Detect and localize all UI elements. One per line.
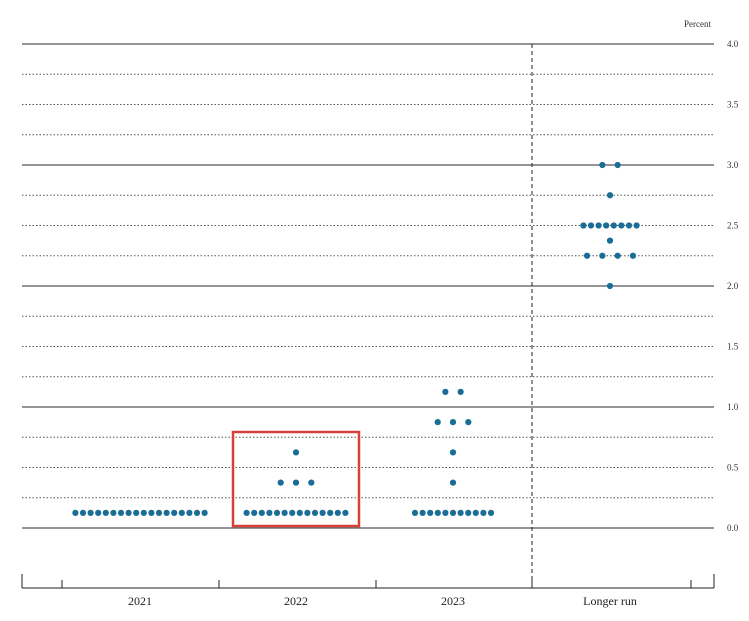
dot: [102, 509, 109, 516]
dot: [599, 161, 606, 169]
dot: [308, 479, 315, 486]
dot: [629, 252, 637, 259]
dot: [193, 509, 201, 516]
dot: [449, 479, 457, 486]
dot: [319, 509, 326, 516]
dot: [603, 222, 610, 229]
dot: [292, 449, 300, 456]
dots-layer: [72, 161, 640, 516]
dot: [72, 509, 79, 516]
y-tick-label: 0.5: [727, 463, 739, 473]
dot: [434, 419, 441, 426]
dot: [201, 509, 208, 516]
dot: [487, 509, 495, 516]
dot: [442, 388, 449, 395]
dot: [273, 509, 281, 516]
dot: [289, 509, 296, 516]
y-tick-labels: 0.0 0.5 1.0 1.5 2.0 2.5 3.0 3.5 4.0: [727, 39, 739, 533]
dot: [148, 509, 155, 516]
dot: [442, 509, 449, 516]
dot: [434, 509, 441, 516]
x-axis: [21, 574, 715, 589]
dot: [155, 509, 163, 516]
y-tick-label: 1.5: [727, 342, 739, 352]
dot: [334, 509, 341, 516]
dot: [171, 509, 178, 516]
dot: [614, 161, 621, 169]
dot: [580, 222, 587, 229]
dot: [427, 509, 434, 516]
unit-label: Percent: [684, 19, 711, 29]
dot: [304, 509, 311, 516]
dot: [140, 509, 147, 516]
dot: [411, 509, 419, 516]
dot: [186, 509, 193, 516]
y-tick-label: 2.0: [727, 281, 739, 291]
dot: [251, 509, 258, 516]
x-category-label: 2021: [128, 594, 152, 608]
y-tick-label: 4.0: [727, 39, 739, 49]
dot: [342, 509, 349, 516]
dot: [587, 222, 595, 229]
dot: [110, 509, 117, 516]
dot: [79, 509, 87, 516]
dot: [449, 509, 457, 516]
dot: [606, 237, 614, 244]
dot: [449, 449, 457, 456]
dot: [419, 509, 426, 516]
y-tick-label: 3.0: [727, 160, 739, 170]
dot: [583, 252, 591, 259]
dot: [480, 509, 487, 516]
dot: [457, 388, 464, 395]
y-tick-label: 2.5: [727, 221, 739, 231]
dot: [95, 509, 102, 516]
dot: [610, 222, 617, 229]
dot: [465, 419, 472, 426]
x-category-label: Longer run: [583, 594, 637, 608]
dot: [606, 282, 614, 290]
dot: [281, 509, 288, 516]
dot: [625, 222, 633, 229]
dot: [465, 509, 472, 516]
gridlines: [22, 43, 714, 529]
dot: [618, 222, 625, 229]
x-category-label: 2023: [441, 594, 465, 608]
dot: [178, 509, 185, 516]
highlight-box: [231, 430, 361, 528]
dot: [133, 509, 140, 516]
dot: [87, 509, 94, 516]
x-category-labels: 2021 2022 2023 Longer run: [128, 594, 637, 608]
y-tick-label: 3.5: [727, 100, 739, 110]
dot: [163, 509, 170, 516]
dot: [258, 509, 265, 516]
dot: [125, 509, 132, 516]
y-tick-label: 1.0: [727, 402, 739, 412]
dot: [243, 509, 250, 516]
dot: [449, 419, 457, 426]
dot: [599, 252, 606, 259]
y-tick-label: 0.0: [727, 523, 739, 533]
dot: [311, 509, 319, 516]
dot: [266, 509, 273, 516]
dot: [277, 479, 284, 486]
dot: [614, 252, 621, 259]
dot: [296, 509, 303, 516]
dot: [595, 222, 602, 229]
dot: [633, 222, 640, 229]
dot: [606, 192, 614, 199]
dot: [457, 509, 464, 516]
dot: [327, 509, 334, 516]
x-category-label: 2022: [284, 594, 308, 608]
dot: [292, 479, 300, 486]
dot: [472, 509, 479, 516]
dot: [117, 509, 125, 516]
